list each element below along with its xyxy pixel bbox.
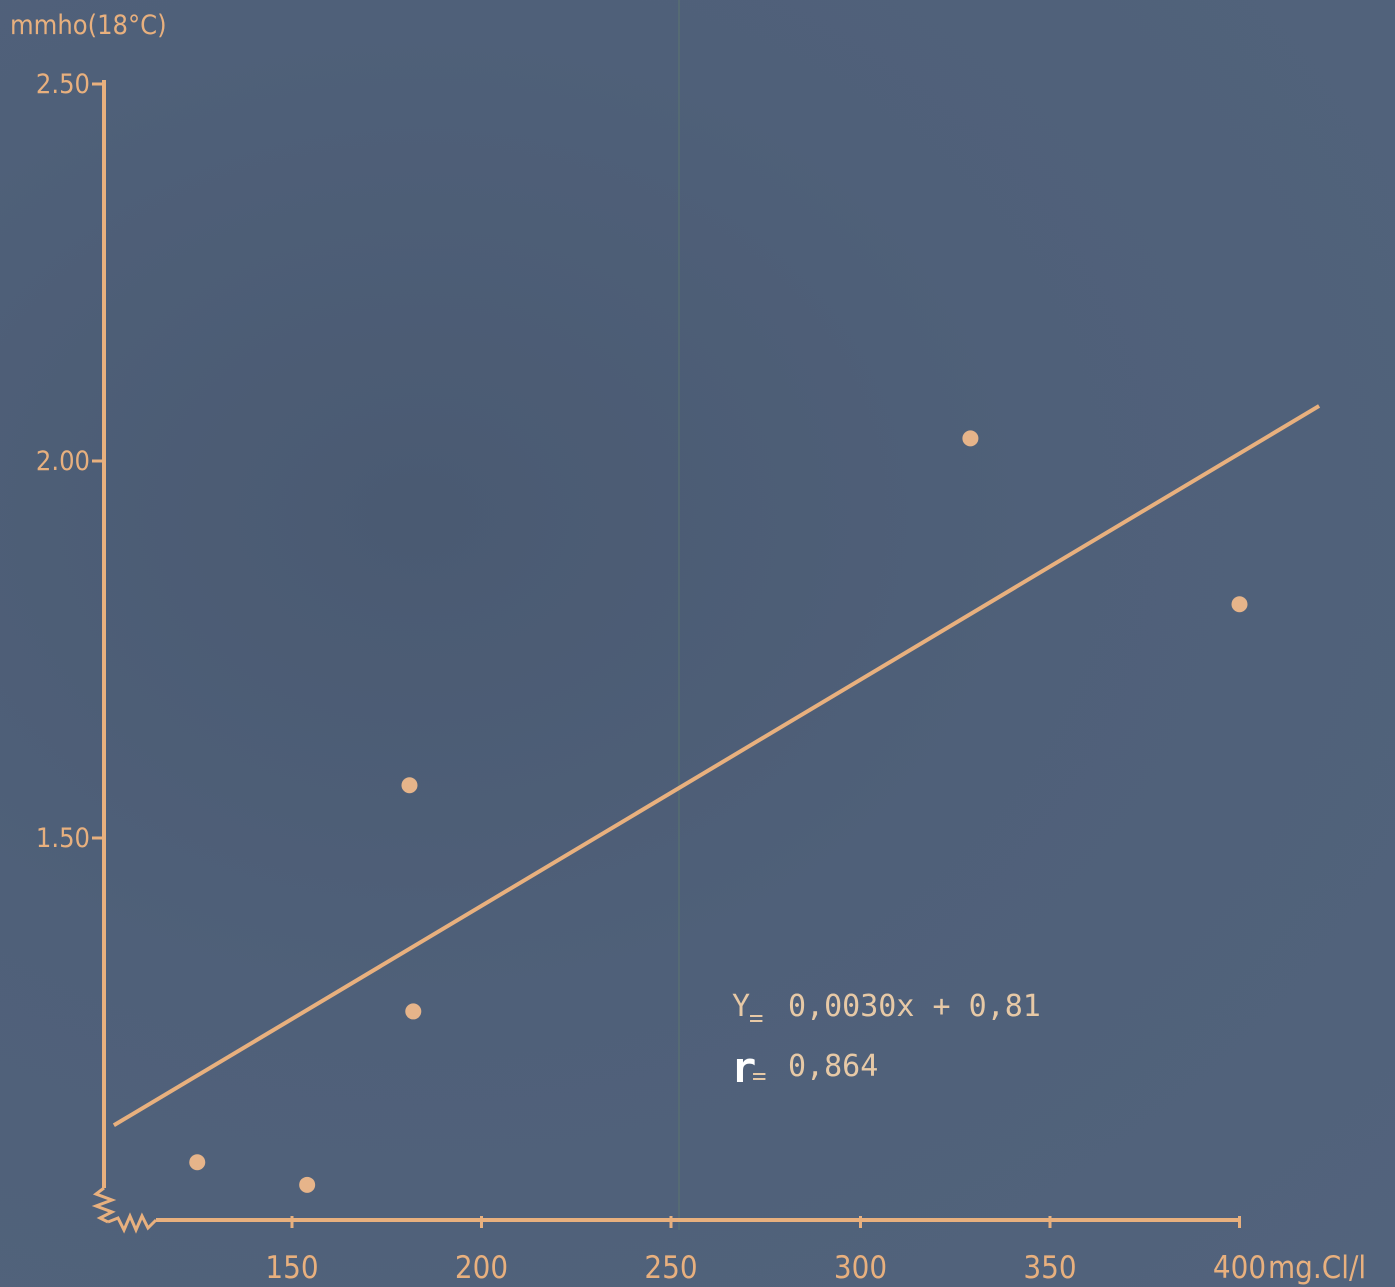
data-point xyxy=(1231,596,1248,613)
x-ticks: 150 200 250 300 350 400 xyxy=(265,1216,1266,1286)
y-tick-label: 1.50 xyxy=(36,823,90,854)
regression-equation: 0,0030x + 0,81 xyxy=(788,989,1041,1024)
data-point xyxy=(962,430,979,447)
x-tick-label: 350 xyxy=(1023,1250,1076,1286)
x-tick-label: 300 xyxy=(834,1250,887,1286)
x-tick-label: 200 xyxy=(455,1250,508,1286)
x-tick-label: 400 xyxy=(1213,1250,1266,1286)
x-axis-label: mg.Cl/l xyxy=(1268,1250,1366,1286)
y-tick-label: 2.50 xyxy=(36,69,90,100)
r-equals: = xyxy=(752,1062,766,1090)
y-tick-label: 2.00 xyxy=(36,446,90,477)
data-points xyxy=(189,430,1248,1193)
y-axis-label: mmho(18°C) xyxy=(10,10,167,41)
y-ticks: 1.50 2.00 2.50 xyxy=(36,69,104,854)
data-point xyxy=(405,1003,422,1020)
equation-equals: = xyxy=(749,1004,763,1032)
data-point xyxy=(401,777,418,794)
regression-line xyxy=(112,404,1321,1127)
correlation-coefficient: 0,864 xyxy=(788,1049,878,1084)
r-prefix: r xyxy=(731,1043,756,1092)
x-tick-label: 250 xyxy=(644,1250,697,1286)
data-point xyxy=(189,1154,206,1171)
equation-prefix: Y xyxy=(732,989,750,1024)
x-tick-label: 150 xyxy=(265,1250,318,1286)
y-axis-break xyxy=(91,1186,117,1224)
fit-line-group xyxy=(112,404,1321,1127)
x-axis-break xyxy=(107,1212,158,1234)
data-point xyxy=(299,1176,316,1193)
